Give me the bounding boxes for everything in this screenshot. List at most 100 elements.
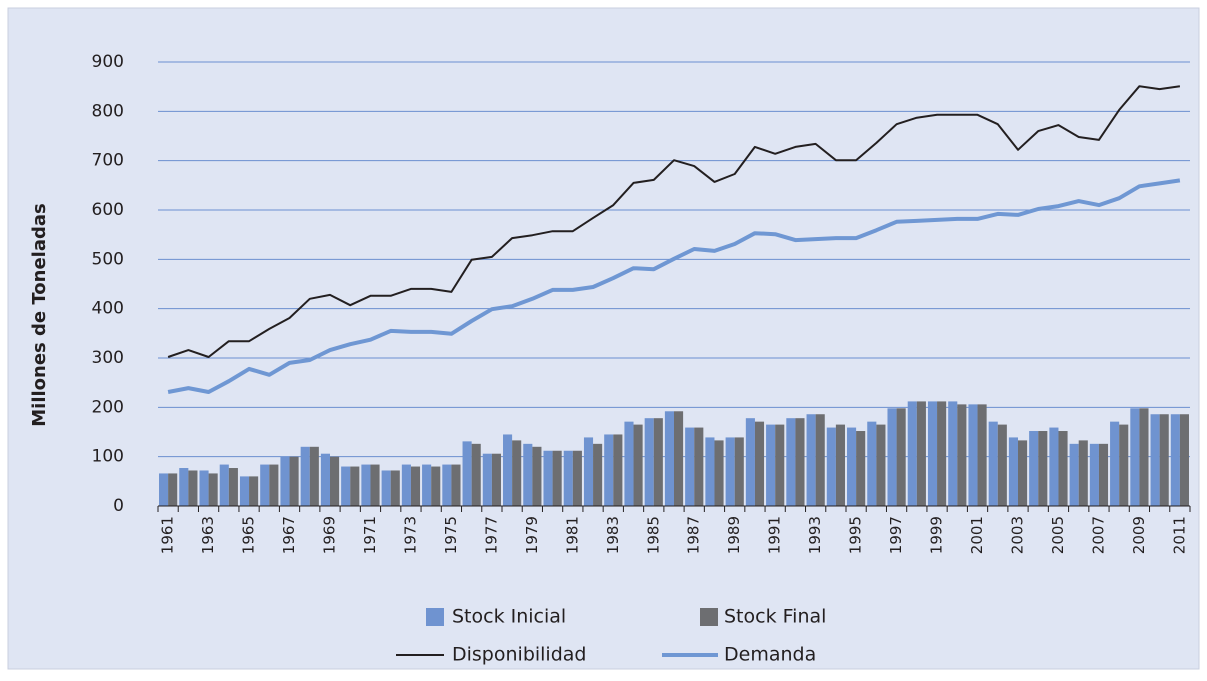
bar [1139,408,1149,506]
y-tick-label: 700 [92,151,124,171]
bar [552,450,562,506]
bar [188,470,198,506]
x-tick-label: 1961 [159,516,177,554]
bar [199,470,209,506]
bar [269,464,279,506]
bar [856,431,866,506]
x-tick-label: 1985 [644,516,662,554]
bar [249,476,259,506]
bar [847,427,857,506]
bar [1029,431,1039,506]
bar [644,418,654,506]
y-tick-label: 900 [92,52,124,72]
bar [239,476,250,506]
bar [896,408,906,506]
bar [260,464,270,506]
bar [685,427,695,506]
bar [350,466,360,506]
x-tick-label: 1997 [887,516,905,554]
bar [300,446,310,506]
x-tick-label: 2011 [1170,516,1188,554]
legend-swatch [426,608,444,626]
bar [593,443,603,506]
legend-label: Demanda [724,644,816,666]
bar [795,418,805,506]
x-tick-label: 1999 [928,516,946,554]
x-tick-label: 1975 [442,516,460,554]
bar [1170,414,1180,506]
bar [705,437,715,506]
y-tick-label: 300 [92,348,124,368]
x-tick-label: 1991 [766,516,784,554]
bar [563,450,573,506]
bar [228,468,238,506]
bar [604,434,614,506]
bar [1150,414,1160,506]
bar [988,421,998,506]
x-tick-label: 1965 [240,516,258,554]
x-tick-label: 2001 [968,516,986,554]
bar [786,418,796,506]
y-tick-label: 400 [92,299,124,319]
bar [401,464,411,506]
bar [320,453,330,506]
bar [1089,443,1099,506]
bar [957,404,967,506]
bar [745,418,755,506]
line [167,85,1181,358]
x-tick-label: 1983 [604,516,622,554]
y-tick-label: 500 [92,249,124,269]
bar [1179,414,1189,506]
y-axis-title: Millones de Toneladas [29,203,50,427]
bar [664,411,674,506]
bar [806,414,816,506]
bar [390,470,400,506]
x-tick-label: 1973 [401,516,419,554]
bar [410,466,421,506]
bar [543,450,553,506]
y-tick-label: 100 [92,447,124,467]
bar [462,441,472,506]
bar [613,434,623,506]
legend-label: Stock Inicial [452,606,566,628]
x-tick-label: 1995 [847,516,865,554]
bar [309,446,319,506]
bar [835,424,845,506]
x-tick-label: 1993 [806,516,824,554]
bar [491,453,501,506]
bar [179,468,189,506]
bar [1008,437,1018,506]
bar [876,424,886,506]
bar [867,421,877,506]
bar [370,464,380,506]
x-tick-label: 1969 [321,516,339,554]
bar [887,408,897,506]
bar [1110,421,1120,506]
legend-label: Stock Final [724,606,826,628]
bar [532,446,542,506]
bar [1038,431,1048,506]
x-tick-label: 2003 [1009,516,1027,554]
bar [330,456,340,506]
bar [997,424,1007,506]
x-tick-label: 1989 [725,516,743,554]
bar [168,473,178,506]
x-tick-label: 1963 [199,516,217,554]
bar [907,401,917,506]
bar [674,411,684,506]
bar [1130,408,1140,506]
bar [381,470,391,506]
bar [714,440,724,506]
bar [968,404,978,506]
bar [1069,443,1079,506]
x-tick-label: 2007 [1089,516,1107,554]
bar [341,466,351,506]
bar [159,473,169,506]
bar [471,443,481,506]
bar [977,404,987,506]
bar [694,427,704,506]
legend-label: Disponibilidad [452,644,586,666]
x-tick-label: 1971 [361,516,379,554]
